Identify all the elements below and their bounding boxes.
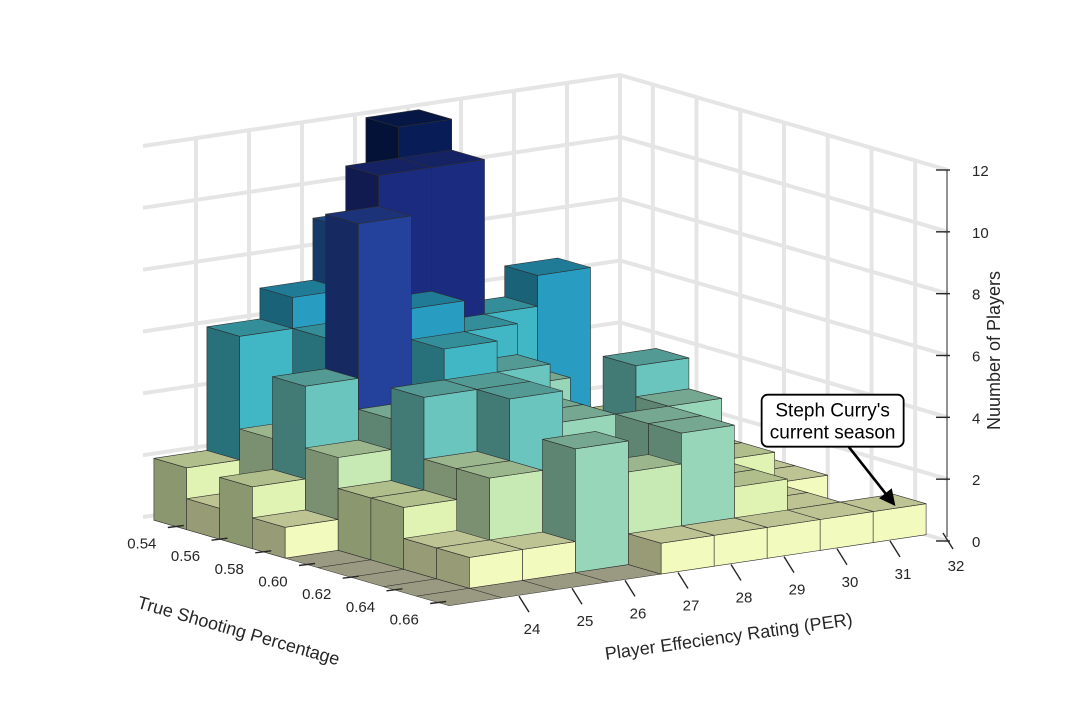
- x-axis-label: True Shooting Percentage: [135, 592, 342, 669]
- annotation-line-1: Steph Curry's: [775, 401, 890, 422]
- bar-side-face: [153, 457, 187, 531]
- x-tick: [298, 562, 316, 567]
- bar-top-face: [219, 469, 306, 488]
- bar-top-face: [252, 509, 339, 528]
- y-tick: [571, 587, 583, 605]
- bar: [436, 539, 523, 589]
- y-tick-label: 32: [948, 558, 965, 575]
- bar-top-face: [476, 381, 563, 400]
- x-tick: [211, 537, 228, 541]
- x-tick-label: 0.62: [302, 586, 331, 603]
- y-tick-label: 25: [577, 613, 594, 630]
- y-tick: [783, 556, 795, 574]
- bar-top-face: [603, 348, 689, 367]
- y-tick-label: 24: [524, 621, 541, 638]
- bar-side-face: [337, 488, 372, 561]
- bar-top-face: [436, 539, 523, 558]
- bar-top-face: [648, 415, 735, 434]
- y-tick-label: 30: [842, 574, 859, 591]
- bar-side-face: [370, 497, 405, 570]
- bar-top-face: [542, 431, 629, 450]
- bar-top-face: [325, 205, 412, 225]
- bar-front-face: [574, 440, 629, 573]
- x-tick-label: 0.56: [171, 548, 200, 565]
- bar-top-face: [370, 489, 457, 508]
- bar-top-face: [345, 157, 432, 176]
- x-tick: [255, 550, 272, 554]
- x-tick-label: 0.60: [258, 574, 287, 591]
- x-tick-label: 0.66: [390, 612, 419, 629]
- bars: [153, 109, 927, 589]
- annotation-line-2: current season: [770, 423, 896, 444]
- y-tick-label: 26: [630, 605, 647, 622]
- x-tick-label: 0.54: [127, 536, 156, 553]
- z-tick-label: 4: [972, 410, 980, 427]
- x-tick: [167, 524, 184, 529]
- x-tick: [430, 600, 447, 605]
- y-tick: [624, 579, 636, 597]
- bar-top-face: [411, 331, 498, 350]
- bar-top-face: [305, 439, 392, 458]
- y-tick-label: 31: [895, 566, 912, 583]
- z-tick-label: 8: [972, 287, 980, 304]
- x-tick: [386, 588, 403, 592]
- bar-top-face: [635, 388, 722, 407]
- bar-top-face: [456, 460, 543, 479]
- bar-top-face: [391, 379, 477, 398]
- y-tick: [730, 564, 742, 581]
- z-tick-label: 0: [972, 534, 980, 551]
- y-tick: [836, 548, 848, 566]
- z-tick-label: 6: [972, 349, 980, 366]
- y-tick: [889, 540, 901, 558]
- bar-top-face: [272, 368, 359, 387]
- bar-top-face: [504, 257, 591, 276]
- bar-top-face: [206, 318, 293, 337]
- bar-top-face: [365, 109, 452, 128]
- y-tick: [518, 595, 530, 613]
- bar-top-face: [628, 525, 715, 544]
- y-tick-label: 29: [789, 582, 806, 599]
- z-tick-label: 12: [972, 163, 989, 180]
- x-tick: [342, 575, 359, 579]
- z-axis-label: Nuumber of Players: [984, 271, 1004, 430]
- annotation: Steph Curry's current season: [760, 393, 905, 506]
- z-tick-label: 2: [972, 472, 980, 489]
- y-tick-label: 28: [736, 590, 753, 607]
- annotation-box: [760, 393, 905, 448]
- x-tick-label: 0.64: [346, 599, 375, 616]
- bar-top-face: [153, 450, 240, 469]
- bar: [627, 525, 715, 575]
- annotation-arrow: [847, 445, 896, 506]
- y-tick: [677, 572, 689, 589]
- z-tick-label: 10: [972, 225, 989, 242]
- y-tick-label: 27: [683, 597, 700, 614]
- x-tick-label: 0.58: [215, 561, 244, 578]
- bar: [252, 509, 339, 559]
